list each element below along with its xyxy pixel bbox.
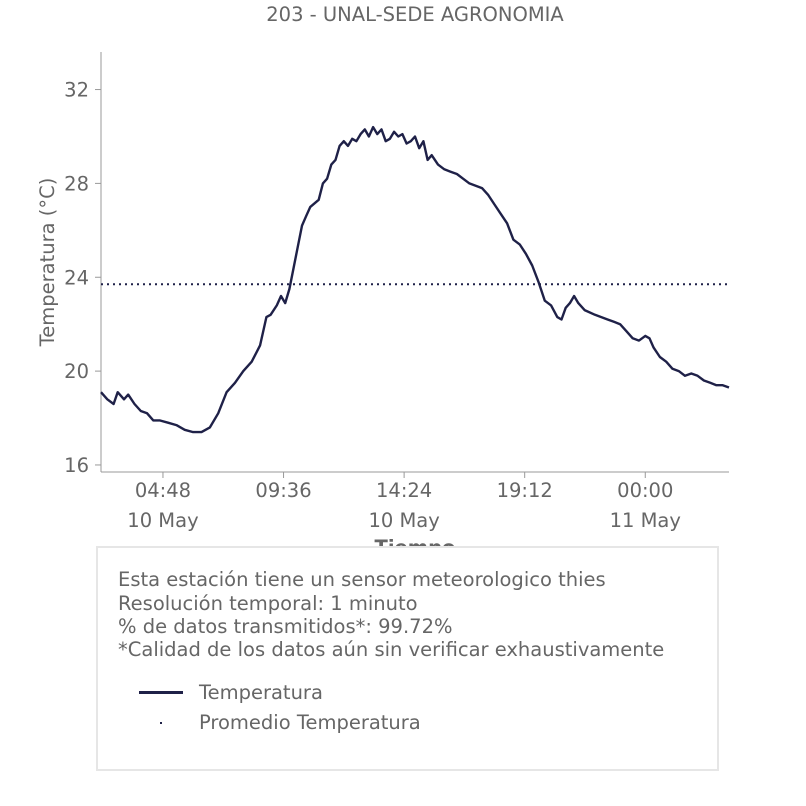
legend-temperatura-swatch — [139, 691, 183, 694]
info-transmitted: % de datos transmitidos*: 99.72% — [118, 615, 453, 638]
info-resolution: Resolución temporal: 1 minuto — [118, 592, 418, 615]
y-tick-label: 24 — [64, 266, 89, 289]
y-tick-label: 16 — [64, 454, 89, 477]
y-tick-label: 32 — [64, 79, 89, 102]
series-temperatura — [100, 125, 730, 434]
y-tick-label: 20 — [64, 360, 89, 383]
x-tick-date-label: 10 May — [368, 509, 439, 532]
legend-promedio-swatch — [160, 722, 162, 724]
x-tick-time-label: 04:48 — [135, 479, 191, 502]
x-tick-time-label: 14:24 — [376, 479, 432, 502]
chart-title: 203 - UNAL-SEDE AGRONOMIA — [266, 3, 564, 26]
x-ticks: 04:48 10 May 09:36 14:24 10 May 19:12 00:00 11 … — [127, 472, 681, 532]
info-box: Esta estación tiene un sensor meteorolog… — [96, 546, 719, 771]
legend-promedio-label: Promedio Temperatura — [199, 711, 421, 734]
info-quality-note: *Calidad de los datos aún sin verificar … — [118, 638, 665, 661]
y-axis-label: Temperatura (°C) — [36, 178, 59, 348]
x-tick-time-label: 09:36 — [255, 479, 311, 502]
y-tick-label: 28 — [64, 172, 89, 195]
y-ticks: 16 20 24 28 32 — [64, 79, 101, 477]
x-tick-time-label: 19:12 — [497, 479, 553, 502]
info-sensor: Esta estación tiene un sensor meteorolog… — [118, 568, 606, 591]
x-tick-date-label: 10 May — [127, 509, 198, 532]
x-tick-time-label: 00:00 — [617, 479, 673, 502]
legend-temperatura-label: Temperatura — [199, 681, 323, 704]
x-tick-date-label: 11 May — [610, 509, 681, 532]
